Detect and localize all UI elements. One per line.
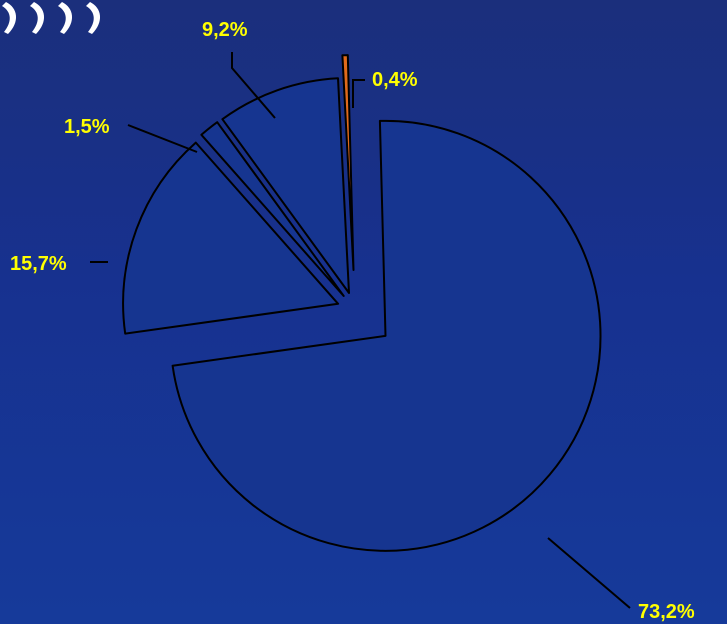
data-labels: 73,2% 15,7% 1,5% 9,2% 0,4% [10,19,695,623]
leader-line-4 [352,79,365,108]
data-label-4: 0,4% [372,69,418,91]
pie-slices [122,54,602,552]
data-label-3: 9,2% [202,19,248,41]
leader-line-3 [231,52,276,119]
data-label-2: 1,5% [64,116,110,138]
pie-slice-3 [221,77,350,294]
pie-slice-2 [200,121,345,297]
pie-slice-4 [341,54,355,271]
decorative-quote-marks-icon [2,2,101,34]
data-label-1: 15,7% [10,253,67,275]
pie-slice-0 [171,119,602,552]
leader-line-0 [547,537,631,609]
leader-lines [90,52,631,609]
leader-line-2 [127,124,198,153]
pie-slice-1 [122,141,340,335]
data-label-0: 73,2% [638,601,695,623]
